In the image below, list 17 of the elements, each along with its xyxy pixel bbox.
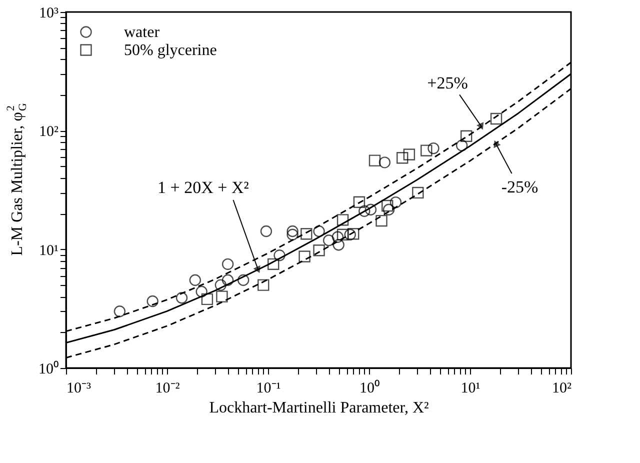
annotation: -25%	[501, 177, 538, 196]
x-tick-label: 10⁻¹	[256, 380, 281, 396]
x-tick-label: 10⁰	[360, 380, 380, 396]
x-tick-label: 10⁻³	[66, 380, 92, 396]
x-tick-label: 10²	[552, 380, 572, 396]
y-tick-label: 10¹	[39, 242, 58, 259]
legend-label: water	[124, 24, 160, 41]
y-tick-label: 10⁰	[38, 360, 58, 378]
x-tick-label: 10⁻²	[155, 380, 180, 396]
legend-label: 50% glycerine	[124, 42, 217, 59]
annotation: +25%	[427, 74, 468, 93]
x-tick-label: 10¹	[460, 380, 480, 396]
y-tick-label: 10³	[39, 6, 59, 22]
x-axis-title: Lockhart-Martinelli Parameter, X²	[209, 400, 430, 416]
y-tick-label: 10²	[39, 124, 59, 140]
y-axis-title: L-M Gas Multiplier, φG2	[5, 103, 29, 256]
annotation: 1 + 20X + X²	[158, 178, 249, 197]
